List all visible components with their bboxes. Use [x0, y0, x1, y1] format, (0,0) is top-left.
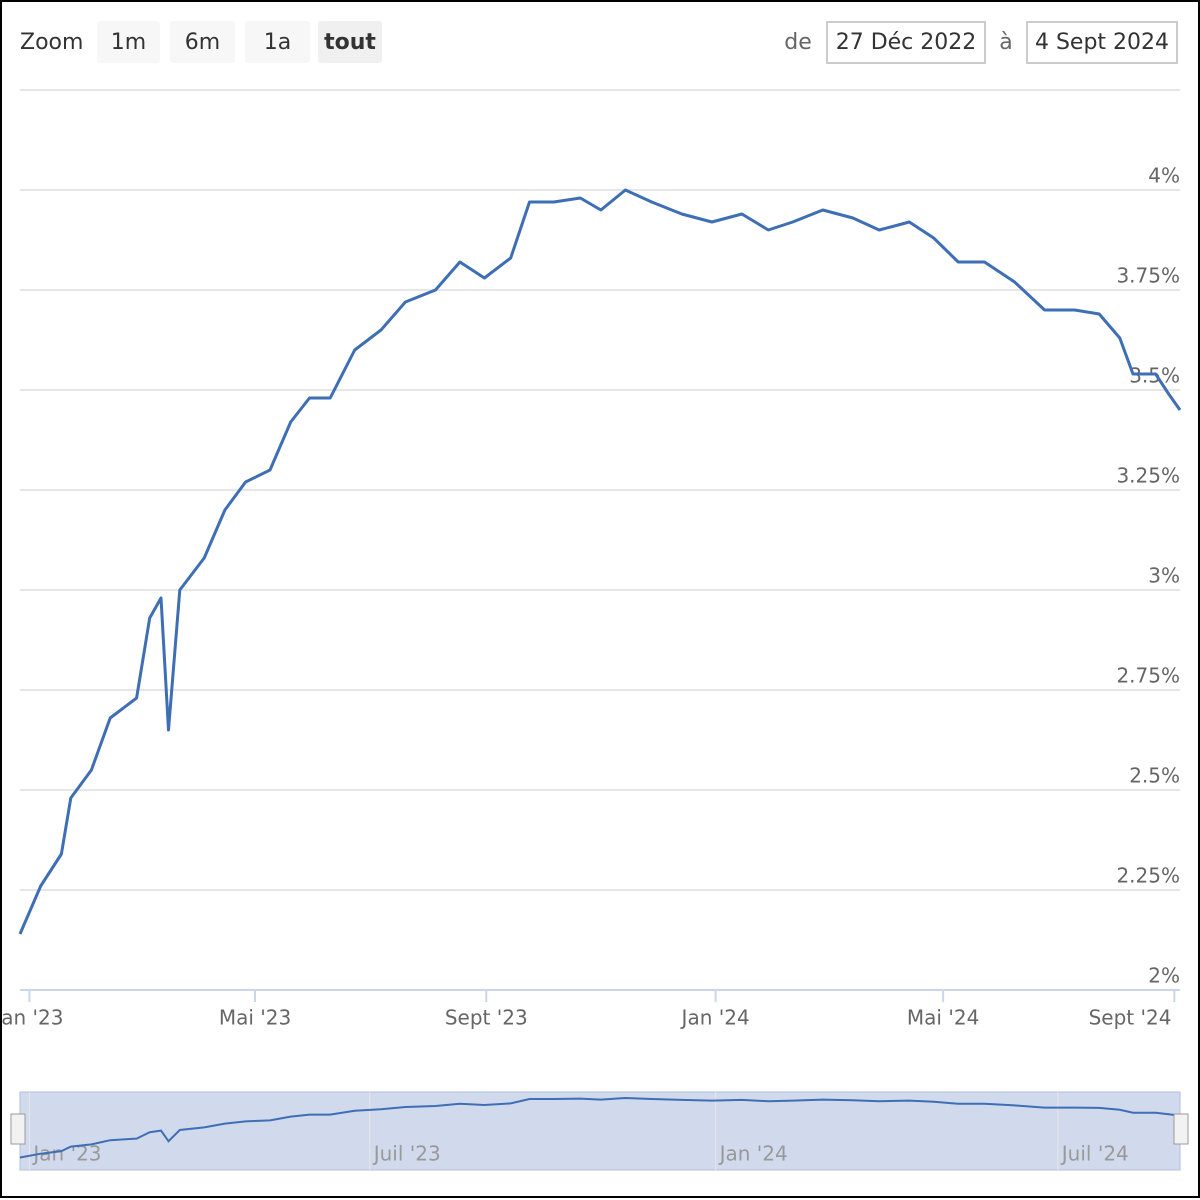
to-label: à — [999, 30, 1012, 55]
navigator-tick-label: Jan '24 — [718, 1142, 788, 1166]
x-tick-label: Mai '23 — [219, 1006, 291, 1030]
y-tick-label: 2.75% — [1116, 664, 1180, 688]
zoom-button-label[interactable]: tout — [324, 30, 376, 55]
from-label: de — [784, 30, 812, 55]
zoom-button[interactable] — [97, 21, 160, 63]
x-tick-label: Jan '23 — [0, 1006, 63, 1030]
to-input[interactable] — [1026, 21, 1178, 64]
y-tick-label: 2.5% — [1129, 764, 1180, 788]
from-value[interactable]: 27 Déc 2022 — [836, 30, 977, 55]
zoom-button[interactable] — [170, 21, 235, 63]
data-line — [18, 188, 1182, 935]
from-input[interactable] — [826, 21, 986, 64]
navigator-handle[interactable] — [1173, 1113, 1189, 1145]
x-tick-label: Mai '24 — [907, 1006, 979, 1030]
zoom-label: Zoom — [20, 30, 83, 55]
to-value[interactable]: 4 Sept 2024 — [1035, 30, 1169, 55]
zoom-button[interactable] — [318, 21, 382, 63]
x-tick-label: Sept '23 — [445, 1006, 528, 1030]
x-tick-label: Sept '24 — [1089, 1006, 1172, 1030]
y-tick-label: 3% — [1148, 564, 1180, 588]
y-tick-label: 2% — [1148, 964, 1180, 988]
navigator-mask — [19, 1091, 1181, 1171]
y-tick-label: 3.75% — [1116, 264, 1180, 288]
navigator-handle[interactable] — [10, 1113, 26, 1145]
navigator-line — [19, 1096, 1181, 1159]
y-tick-label: 2.25% — [1116, 864, 1180, 888]
zoom-button-label[interactable]: 1a — [264, 30, 291, 55]
zoom-button-label[interactable]: 1m — [111, 30, 146, 55]
zoom-button[interactable] — [245, 21, 310, 63]
zoom-button-label[interactable]: 6m — [185, 30, 220, 55]
y-tick-label: 4% — [1148, 164, 1180, 188]
x-tick-label: Jan '24 — [680, 1006, 750, 1030]
navigator-tick-label: Juil '24 — [1060, 1142, 1129, 1166]
navigator-tick-label: Juil '23 — [372, 1142, 441, 1166]
y-tick-label: 3.25% — [1116, 464, 1180, 488]
